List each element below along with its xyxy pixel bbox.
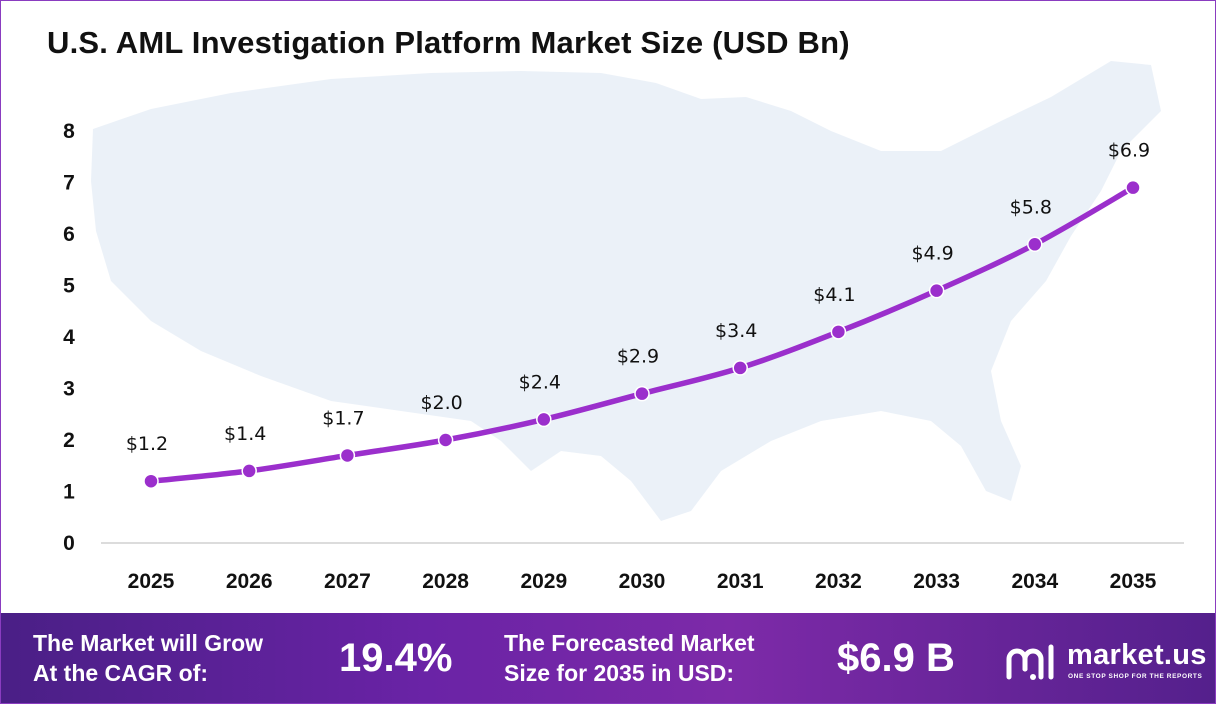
data-label: $1.4: [224, 423, 266, 445]
market-us-logo-icon: [1006, 644, 1054, 680]
y-tick-label: 5: [63, 275, 75, 298]
y-tick-label: 6: [63, 223, 75, 246]
y-tick-label: 0: [63, 532, 75, 555]
line-chart: 0 1 2 3 4 5 6 7 8 2025 2026 2027 2028 2029 2030 2031 203…: [63, 61, 1184, 593]
data-point: [732, 360, 748, 376]
y-tick-label: 8: [63, 120, 75, 143]
x-tick-label: 2027: [324, 570, 371, 593]
data-label: $1.7: [322, 407, 364, 429]
data-label: $6.9: [1108, 140, 1150, 162]
x-tick-label: 2026: [226, 570, 273, 593]
data-label: $1.2: [126, 433, 168, 455]
us-map-shape: [91, 61, 1161, 521]
y-tick-label: 1: [63, 481, 75, 504]
x-tick-label: 2029: [520, 570, 567, 593]
y-tick-label: 3: [63, 378, 75, 401]
x-tick-label: 2031: [717, 570, 764, 593]
brand-name: market.us: [1067, 639, 1207, 671]
data-label: $5.8: [1010, 196, 1052, 218]
data-point: [1125, 179, 1141, 196]
cagr-value: 19.4%: [339, 636, 453, 680]
data-point: [437, 432, 454, 448]
x-tick-label: 2025: [128, 570, 175, 593]
y-tick-label: 4: [63, 326, 75, 349]
data-point: [241, 463, 257, 479]
cagr-label: The Market will Grow At the CAGR of:: [33, 628, 263, 688]
y-tick-label: 2: [63, 429, 75, 452]
data-point: [928, 282, 945, 299]
data-point: [1027, 236, 1043, 253]
data-point: [634, 385, 650, 402]
chart-title: U.S. AML Investigation Platform Market S…: [47, 25, 850, 60]
data-label: $4.1: [813, 284, 855, 306]
forecast-label-line2: Size for 2035 in USD:: [504, 660, 735, 686]
data-point: [830, 324, 847, 340]
forecast-label-line1: The Forecasted Market: [504, 630, 755, 656]
data-point: [143, 473, 159, 489]
market-us-logo[interactable]: market.us ONE STOP SHOP FOR THE REPORTS: [1005, 637, 1207, 687]
chart-axes: 0 1 2 3 4 5 6 7 8 2025 2026 2027 2028 2029 2030 2031 203…: [63, 120, 1184, 593]
data-labels: $1.2 $1.4 $1.7 $2.0 $2.4 $2.9 $3.4 $4.1 $4.9 $5.8…: [126, 140, 1150, 456]
cagr-label-line1: The Market will Grow: [33, 630, 264, 656]
data-points: [143, 179, 1141, 489]
forecast-label: The Forecasted Market Size for 2035 in U…: [504, 628, 755, 688]
us-map-background: [91, 61, 1161, 521]
data-label: $2.9: [617, 346, 659, 368]
data-point: [339, 447, 356, 464]
forecast-value: $6.9 B: [837, 636, 955, 680]
y-tick-label: 7: [63, 172, 75, 195]
cagr-label-line2: At the CAGR of:: [33, 660, 209, 686]
x-tick-label: 2035: [1110, 570, 1157, 593]
x-tick-label: 2032: [815, 570, 862, 593]
x-tick-label: 2033: [913, 570, 960, 593]
data-label: $2.0: [420, 392, 462, 414]
data-point: [536, 411, 552, 428]
x-tick-label: 2028: [422, 570, 469, 593]
data-label: $3.4: [715, 320, 757, 342]
x-tick-label: 2030: [619, 570, 666, 593]
x-tick-label: 2034: [1011, 570, 1058, 593]
data-label: $4.9: [911, 243, 953, 265]
brand-tagline: ONE STOP SHOP FOR THE REPORTS: [1068, 673, 1203, 680]
data-label: $2.4: [519, 371, 561, 393]
summary-footer: The Market will Grow At the CAGR of: 19.…: [1, 613, 1215, 703]
